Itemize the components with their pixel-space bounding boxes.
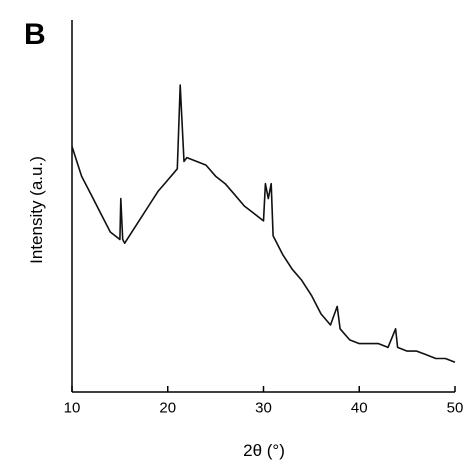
x-tick-label: 50 [447, 399, 464, 416]
line [71, 84, 456, 363]
y-axis-label: Intensity (a.u.) [27, 156, 46, 264]
x-tick-label: 40 [351, 399, 368, 416]
x-tick-label: 20 [159, 399, 176, 416]
x-axis-label: 2θ (°) [243, 441, 285, 460]
x-tick-label: 10 [64, 399, 81, 416]
panel-label: B [24, 18, 46, 51]
x-tick-label: 30 [255, 399, 272, 416]
